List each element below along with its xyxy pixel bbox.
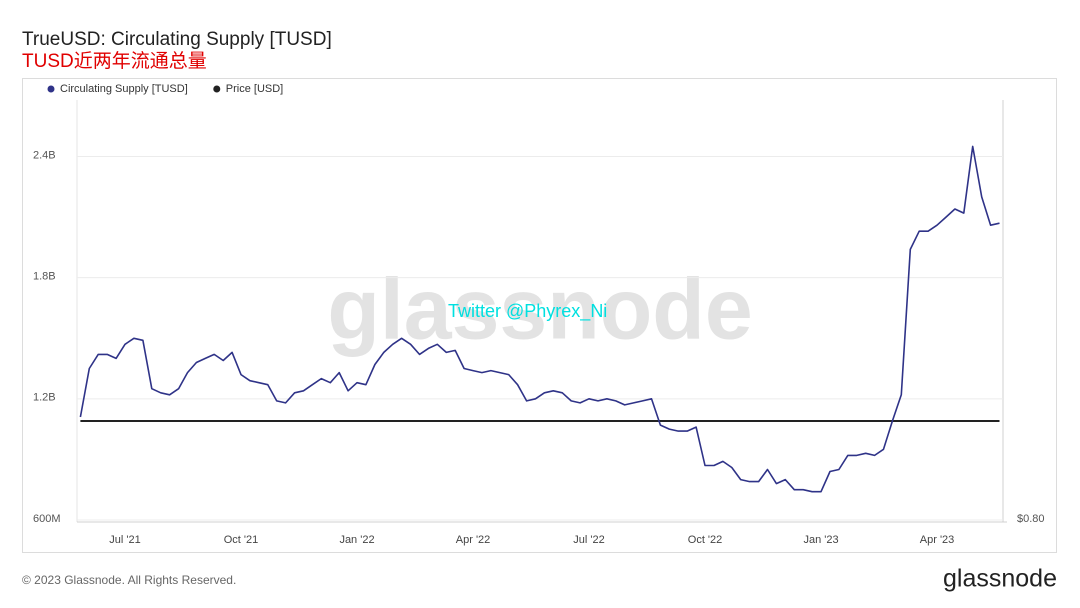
x-tick-label: Jan '23 [803,534,838,546]
x-tick-label: Jul '21 [109,534,140,546]
x-tick-label: Apr '23 [920,534,955,546]
annotation: Twitter @Phyrex_Ni [448,301,607,322]
legend-marker [47,85,55,93]
legend-label: Circulating Supply [TUSD] [60,83,188,95]
x-tick-label: Jan '22 [339,534,374,546]
logo: glassnode [943,565,1057,593]
chart-title: TrueUSD: Circulating Supply [TUSD] [22,29,332,50]
y-tick-label: 600M [33,513,61,525]
chart-subtitle: TUSD近两年流通总量 [22,50,207,72]
x-tick-label: Jul '22 [573,534,604,546]
legend-label: Price [USD] [226,83,283,95]
x-tick-label: Oct '21 [224,534,259,546]
chart-frame [22,78,1057,553]
copyright: © 2023 Glassnode. All Rights Reserved. [22,573,236,587]
legend-marker [213,85,221,93]
y-tick-label: 2.4B [33,149,56,161]
x-tick-label: Apr '22 [456,534,491,546]
series-line [79,145,1000,493]
y-tick-label: 1.2B [33,392,56,404]
y2-tick-label: $0.80 [1017,513,1045,525]
x-tick-label: Oct '22 [688,534,723,546]
y-tick-label: 1.8B [33,271,56,283]
